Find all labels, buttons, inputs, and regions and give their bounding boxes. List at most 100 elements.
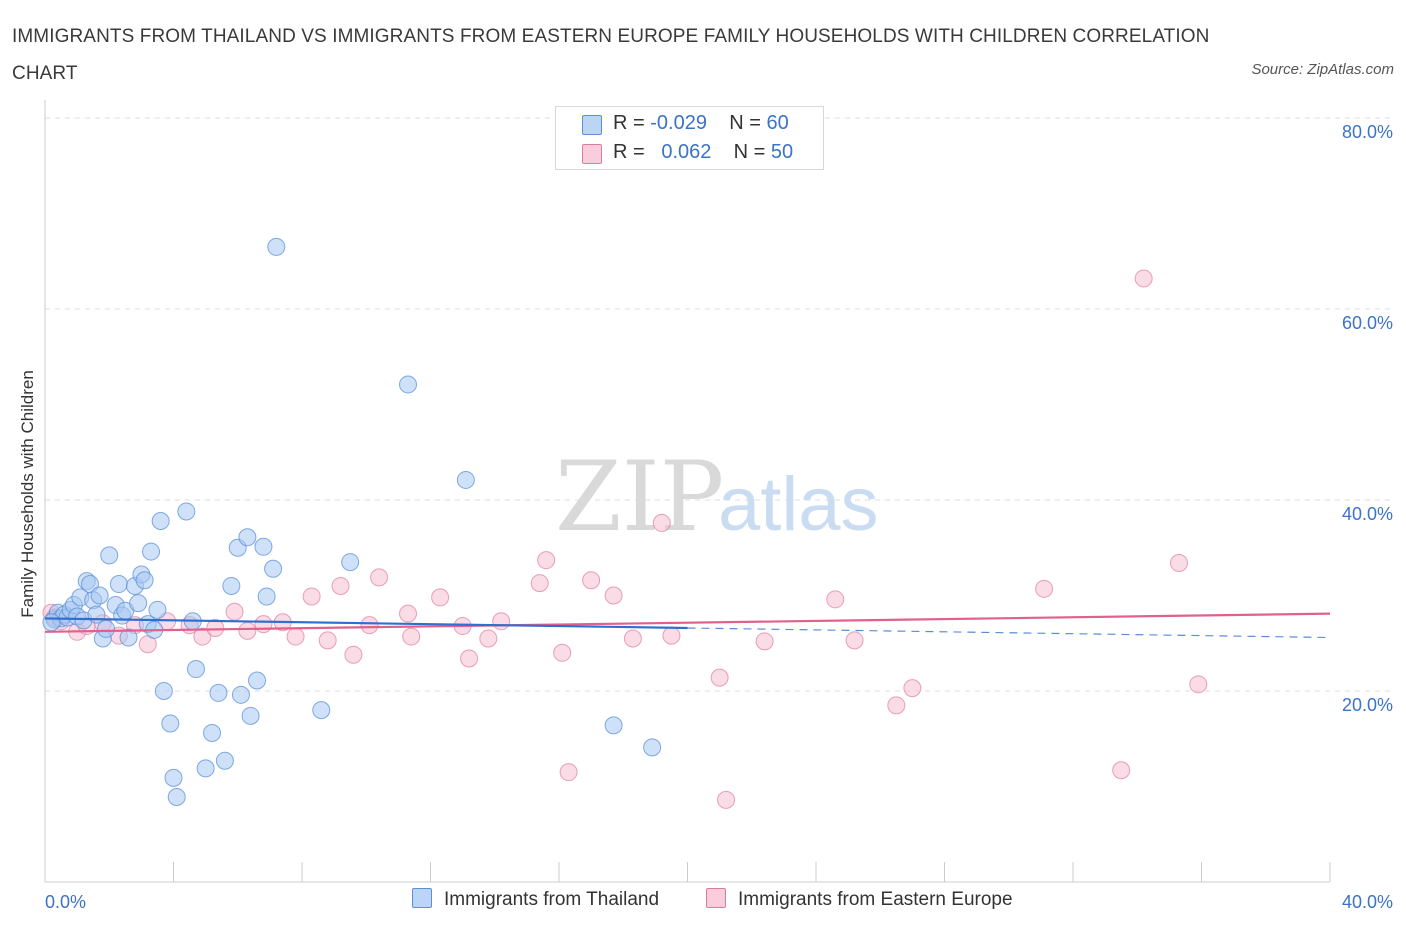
point-thailand [135,571,154,590]
bottom-legend-eastern-europe: Immigrants from Eastern Europe [706,888,1013,911]
point-eastern-europe [431,588,450,607]
bottom-legend-swatch-thailand [412,888,432,908]
point-eastern-europe [662,626,681,645]
watermark-zip: ZIP [555,441,724,553]
point-eastern-europe [206,618,225,637]
trend-line-thailand-extension [687,627,1331,639]
point-thailand [399,375,418,394]
y-tick-labels: 20.0% 40.0% 60.0% 80.0% [1342,122,1393,715]
point-thailand [186,660,205,679]
point-thailand [148,600,167,619]
point-eastern-europe [460,649,479,668]
chart-title: IMMIGRANTS FROM THAILAND VS IMMIGRANTS F… [12,26,1210,84]
point-thailand [97,619,116,638]
point-thailand [109,575,128,594]
point-eastern-europe [402,627,421,646]
legend-n-label: N = [729,112,767,134]
x-tick-label: 0.0% [45,892,86,912]
legend-row-eastern-europe: R = 0.062 N = 50 [556,139,823,167]
point-eastern-europe [537,551,556,570]
legend-r-value-thailand: -0.029 [650,112,707,134]
point-eastern-europe [1189,675,1208,694]
point-eastern-europe [360,616,379,635]
bottom-legend-swatch-eastern-europe [706,888,726,908]
trend-lines [44,612,1331,639]
point-eastern-europe [717,790,736,809]
point-thailand [161,714,180,733]
y-axis-label: Family Households with Children [18,370,37,618]
point-thailand [196,759,215,778]
point-thailand [119,628,138,647]
point-eastern-europe [623,629,642,648]
point-thailand [257,587,276,606]
bottom-legend-label-eastern-europe: Immigrants from Eastern Europe [738,889,1013,910]
point-thailand [267,237,286,256]
point-thailand [129,594,148,613]
point-eastern-europe [238,621,257,640]
point-eastern-europe [887,696,906,715]
legend-n-label: N = [733,141,771,163]
point-eastern-europe [755,632,774,651]
point-eastern-europe [553,643,572,662]
x-tick-label: 40.0% [1342,892,1393,912]
point-thailand [154,682,173,700]
point-eastern-europe [826,590,845,609]
point-eastern-europe [286,627,305,646]
point-eastern-europe [399,604,418,623]
point-eastern-europe [845,631,864,650]
watermark-atlas: atlas [718,462,879,547]
legend-r-value-eastern-europe: 0.062 [661,141,712,163]
point-thailand [167,788,186,807]
point-eastern-europe [193,627,212,646]
trend-line-thailand [44,617,688,630]
point-eastern-europe [582,571,601,590]
point-thailand [254,537,273,556]
point-eastern-europe [254,615,273,634]
point-thailand [215,751,234,770]
point-thailand [248,671,267,690]
source-label: Source: ZipAtlas.com [1251,61,1394,78]
point-eastern-europe [492,612,511,631]
point-thailand [604,716,623,735]
legend-r-label: R = [613,141,651,163]
point-thailand [238,528,257,547]
point-eastern-europe [559,763,578,782]
point-eastern-europe [604,586,623,605]
y-tick-label: 80.0% [1342,122,1393,142]
point-eastern-europe [710,668,729,687]
point-eastern-europe [530,574,549,593]
point-thailand [222,576,241,595]
point-thailand [90,586,109,605]
trend-line-eastern-europe [44,612,1331,633]
legend-n-value-eastern-europe: 50 [770,141,794,163]
x-tick-labels: 0.0% 40.0% [45,892,1393,912]
legend-r-label: R = [613,112,651,134]
point-eastern-europe [318,631,337,650]
grid-lines [45,117,1390,692]
legend-swatch-eastern-europe [582,144,602,164]
point-thailand [456,470,475,489]
series-thailand-points [42,237,662,807]
stats-legend: R = -0.029 N = 60 R = 0.062 N = 50 [555,106,824,170]
point-eastern-europe [903,679,922,698]
point-eastern-europe [344,645,363,664]
point-eastern-europe [370,568,389,587]
point-eastern-europe [331,576,350,595]
point-thailand [87,605,106,624]
bottom-legend-label-thailand: Immigrants from Thailand [444,889,660,910]
y-tick-label: 60.0% [1342,313,1393,333]
legend-row-thailand: R = -0.029 N = 60 [556,110,823,138]
point-thailand [312,701,331,720]
series-eastern-europe-points [42,269,1208,809]
y-tick-label: 20.0% [1342,695,1393,715]
watermark: ZIP atlas [555,441,879,553]
point-thailand [177,502,196,521]
point-thailand [151,512,170,531]
point-thailand [203,724,222,743]
legend-swatch-thailand [582,115,602,135]
point-thailand [643,738,662,757]
point-thailand [341,553,360,572]
point-thailand [142,542,161,561]
point-eastern-europe [479,629,498,648]
